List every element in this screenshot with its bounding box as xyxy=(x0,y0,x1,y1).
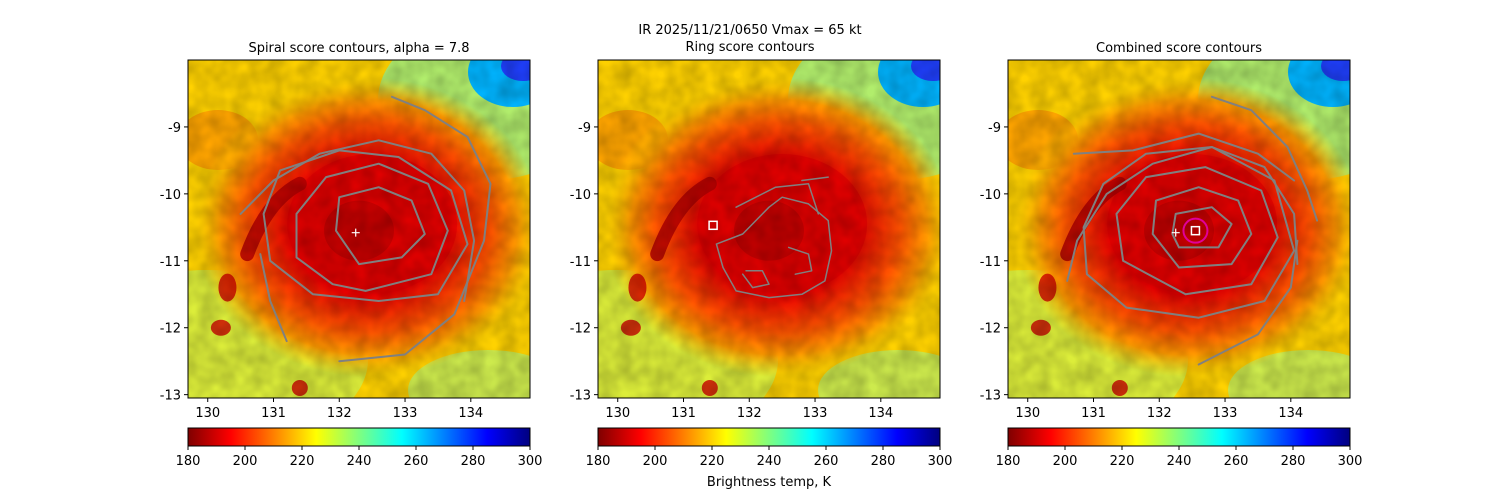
x-tick-label: 134 xyxy=(458,406,483,421)
colorbar-tick-label: 180 xyxy=(996,454,1021,469)
colorbar-tick-label: 220 xyxy=(290,454,315,469)
x-tick-label: 132 xyxy=(1147,406,1172,421)
colorbar-label: Brightness temp, K xyxy=(707,475,832,490)
y-tick-label: -11 xyxy=(160,255,181,270)
figure-title: IR 2025/11/21/0650 Vmax = 65 kt xyxy=(638,23,862,38)
y-tick-label: -9 xyxy=(578,121,591,136)
x-tick-label: 132 xyxy=(327,406,352,421)
x-tick-label: 131 xyxy=(1081,406,1106,421)
contour-line xyxy=(1072,132,1296,182)
colorbar-tick-label: 200 xyxy=(233,454,258,469)
panel-3: 130 131 132 133 134 -9 -10 -11 -12 -13 Combined sc… xyxy=(980,41,1363,469)
best-center-circle xyxy=(1182,217,1209,244)
x-tick-label: 130 xyxy=(605,406,630,421)
contour-line xyxy=(801,176,829,182)
contour-line xyxy=(1082,146,1296,319)
contour-line xyxy=(715,196,833,299)
contour-line xyxy=(338,95,492,363)
y-tick-label: -13 xyxy=(980,389,1001,404)
axes-frame xyxy=(597,59,941,399)
colorbar-tick-label: 260 xyxy=(814,454,839,469)
colorbar-tick-label: 300 xyxy=(928,454,953,469)
center-plus-marker xyxy=(351,228,360,237)
x-tick-label: 133 xyxy=(803,406,828,421)
contour-line xyxy=(741,270,770,289)
x-tick-label: 132 xyxy=(737,406,762,421)
x-tick-label: 130 xyxy=(1015,406,1040,421)
contour-line xyxy=(295,162,449,292)
panel-1: 130 131 132 133 134 -9 -10 -11 -12 -13 Spiral scor… xyxy=(160,41,543,469)
contour-line xyxy=(1171,206,1233,249)
ir-image xyxy=(1008,60,1350,398)
axes-frame xyxy=(1007,59,1351,399)
colorbar-gradient xyxy=(187,427,531,447)
x-tick-label: 131 xyxy=(261,406,286,421)
x-tick-label: 131 xyxy=(671,406,696,421)
y-tick-label: -9 xyxy=(988,121,1001,136)
ir-image xyxy=(188,60,530,398)
x-tick-label: 130 xyxy=(195,406,220,421)
center-plus-marker xyxy=(1171,228,1180,237)
panel-2: 130 131 132 133 134 -9 -10 -11 -12 -13 180 200 220 24… xyxy=(570,59,953,469)
contour-line xyxy=(1066,146,1299,282)
colorbar-tick-label: 260 xyxy=(404,454,429,469)
colorbar-tick-label: 300 xyxy=(1338,454,1363,469)
y-tick-label: -11 xyxy=(980,255,1001,270)
y-tick-label: -9 xyxy=(168,121,181,136)
ring-panel-title: Ring score contours xyxy=(685,40,815,55)
x-tick-label: 134 xyxy=(1278,406,1303,421)
y-tick-label: -12 xyxy=(980,322,1001,337)
colorbar-tick-label: 220 xyxy=(1110,454,1135,469)
y-tick-label: -12 xyxy=(570,322,591,337)
colorbar-tick-label: 200 xyxy=(643,454,668,469)
square-marker xyxy=(708,220,718,231)
contour-line xyxy=(335,186,426,266)
colorbar: 180 200 220 240 260 280 300 xyxy=(586,427,953,469)
contour-line xyxy=(1210,95,1319,222)
colorbar: 180 200 220 240 260 280 300 xyxy=(996,427,1363,469)
panel-title: Combined score contours xyxy=(1096,41,1262,56)
panel-title: Spiral score contours, alpha = 7.8 xyxy=(248,41,469,56)
colorbar-tick-label: 220 xyxy=(700,454,725,469)
colorbar: 180 200 220 240 260 280 300 xyxy=(176,427,543,469)
colorbar-tick-label: 240 xyxy=(757,454,782,469)
colorbar-tick-label: 240 xyxy=(347,454,372,469)
colorbar-tick-label: 280 xyxy=(871,454,896,469)
contour-line xyxy=(262,149,469,302)
y-tick-label: -10 xyxy=(980,188,1001,203)
y-tick-label: -12 xyxy=(160,322,181,337)
contour-line xyxy=(1197,239,1299,366)
contour-line xyxy=(1115,166,1279,296)
contour-line xyxy=(787,246,813,275)
contour-line xyxy=(1151,186,1253,269)
colorbar-tick-label: 180 xyxy=(176,454,201,469)
colorbar-tick-label: 180 xyxy=(586,454,611,469)
square-marker xyxy=(1190,225,1201,236)
colorbar-tick-label: 280 xyxy=(461,454,486,469)
colorbar-tick-label: 200 xyxy=(1053,454,1078,469)
colorbar-tick-label: 240 xyxy=(1167,454,1192,469)
colorbar-tick-label: 260 xyxy=(1224,454,1249,469)
y-tick-label: -10 xyxy=(160,188,181,203)
x-tick-label: 133 xyxy=(1213,406,1238,421)
x-tick-label: 134 xyxy=(868,406,893,421)
colorbar-tick-label: 280 xyxy=(1281,454,1306,469)
y-tick-label: -11 xyxy=(570,255,591,270)
contour-line xyxy=(239,139,476,302)
contour-line xyxy=(735,183,820,215)
y-tick-label: -13 xyxy=(160,389,181,404)
contour-line xyxy=(259,253,288,343)
y-tick-label: -10 xyxy=(570,188,591,203)
ir-image xyxy=(598,60,940,398)
axes-frame xyxy=(187,59,531,399)
colorbar-gradient xyxy=(1007,427,1351,447)
x-tick-label: 133 xyxy=(393,406,418,421)
colorbar-gradient xyxy=(597,427,941,447)
y-tick-label: -13 xyxy=(570,389,591,404)
colorbar-tick-label: 300 xyxy=(518,454,543,469)
